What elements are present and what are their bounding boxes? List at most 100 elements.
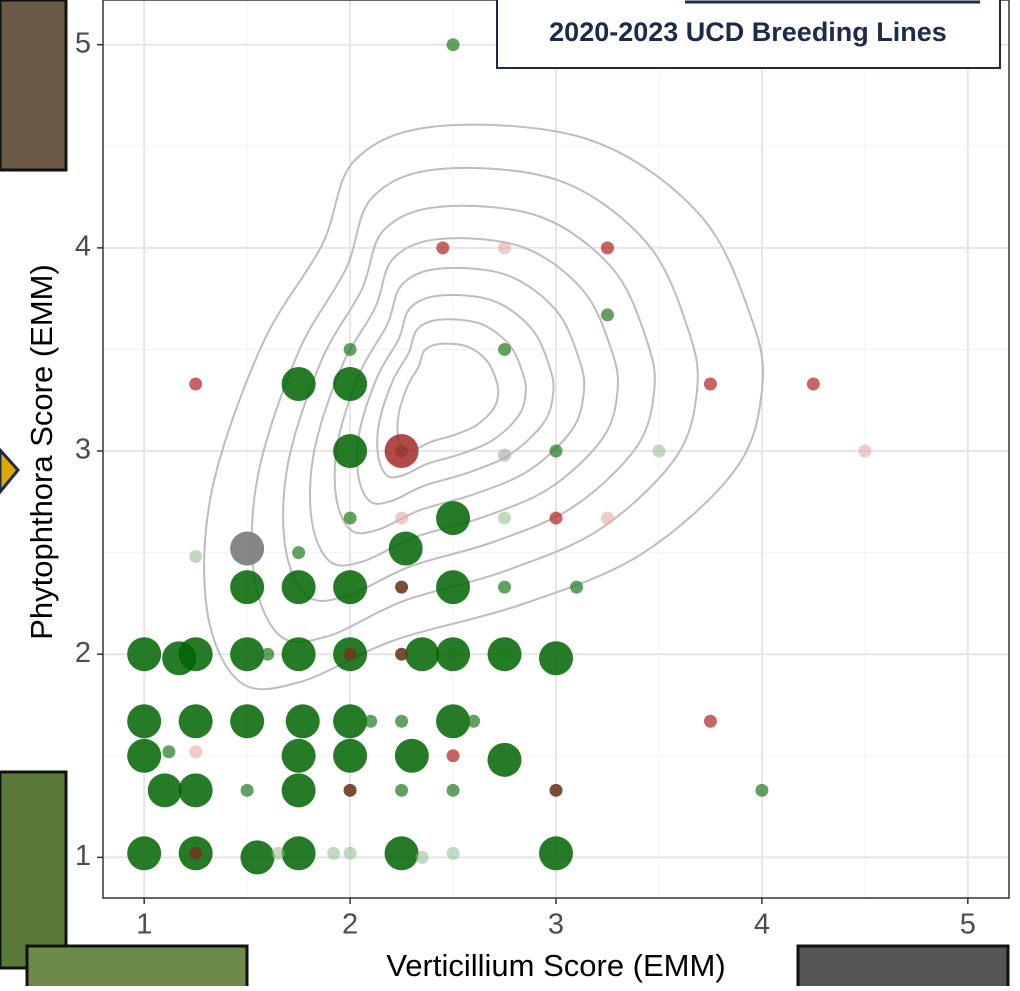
point	[178, 637, 213, 672]
point	[755, 783, 769, 797]
point	[147, 773, 182, 808]
point	[333, 434, 368, 469]
point	[549, 783, 563, 797]
point	[230, 570, 265, 605]
point	[498, 647, 512, 661]
y-tick-label: 5	[75, 27, 91, 59]
point	[333, 570, 368, 605]
point	[364, 714, 378, 728]
y-tick-label: 2	[75, 637, 91, 669]
points	[127, 38, 872, 875]
point	[436, 704, 471, 739]
y-tick-label: 1	[75, 840, 91, 872]
point	[343, 783, 357, 797]
point	[178, 773, 213, 808]
point	[703, 714, 717, 728]
contour	[376, 318, 527, 479]
point	[446, 846, 460, 860]
photo-inset	[0, 770, 68, 970]
point	[395, 783, 409, 797]
point	[189, 745, 203, 759]
point	[405, 637, 440, 672]
point	[127, 836, 162, 871]
point	[498, 580, 512, 594]
y-tick-label: 3	[75, 434, 91, 466]
photo-inset	[25, 944, 249, 990]
point	[343, 342, 357, 356]
point	[327, 846, 341, 860]
point	[292, 546, 306, 560]
point	[498, 511, 512, 525]
contour	[203, 123, 765, 691]
point	[189, 377, 203, 391]
point	[127, 704, 162, 739]
point	[703, 377, 717, 391]
point	[446, 783, 460, 797]
point	[539, 641, 573, 676]
contour	[356, 293, 555, 505]
point	[600, 241, 614, 255]
point	[858, 444, 872, 458]
point	[487, 742, 522, 777]
point	[384, 836, 419, 871]
point	[333, 738, 368, 773]
y-axis-title: Phytophthora Score (EMM)	[24, 264, 59, 640]
point	[189, 550, 203, 564]
contour	[396, 342, 500, 452]
point	[230, 531, 265, 566]
point	[652, 444, 666, 458]
point	[285, 704, 320, 739]
point	[333, 366, 368, 401]
contour	[250, 166, 699, 644]
point	[394, 738, 429, 773]
point	[178, 704, 213, 739]
photo-inset	[0, 0, 68, 172]
point	[436, 501, 471, 536]
point	[261, 647, 275, 661]
chart-title: 2020-2023 UCD Breeding Lines	[549, 17, 947, 47]
point	[498, 342, 512, 356]
photo-inset	[796, 944, 1010, 990]
point	[384, 434, 419, 469]
point	[395, 580, 409, 594]
point	[436, 570, 471, 605]
x-tick-label: 1	[136, 909, 152, 941]
point	[127, 738, 162, 773]
point	[230, 704, 265, 739]
point	[388, 531, 423, 566]
x-axis-title: Verticillium Score (EMM)	[386, 948, 725, 983]
point	[549, 444, 563, 458]
point	[395, 714, 409, 728]
arrow-icon	[0, 447, 20, 495]
x-tick-label: 3	[548, 909, 564, 941]
point	[395, 511, 409, 525]
point	[446, 647, 460, 661]
point	[467, 714, 481, 728]
point	[806, 377, 820, 391]
point	[127, 637, 162, 672]
point	[230, 637, 265, 672]
point	[570, 580, 584, 594]
point	[498, 241, 512, 255]
point	[281, 570, 316, 605]
point	[281, 836, 316, 871]
point	[281, 637, 316, 672]
point	[600, 308, 614, 322]
point	[436, 241, 450, 255]
point	[189, 846, 203, 860]
point	[343, 647, 357, 661]
contour	[309, 237, 620, 567]
point	[549, 511, 563, 525]
point	[446, 38, 460, 52]
y-tick-label: 4	[75, 231, 91, 263]
title-box	[496, 0, 1001, 69]
point	[281, 738, 316, 773]
point	[240, 840, 275, 875]
point	[281, 773, 316, 808]
point	[539, 836, 573, 871]
x-tick-label: 2	[342, 909, 358, 941]
point	[240, 783, 254, 797]
point	[446, 749, 460, 763]
